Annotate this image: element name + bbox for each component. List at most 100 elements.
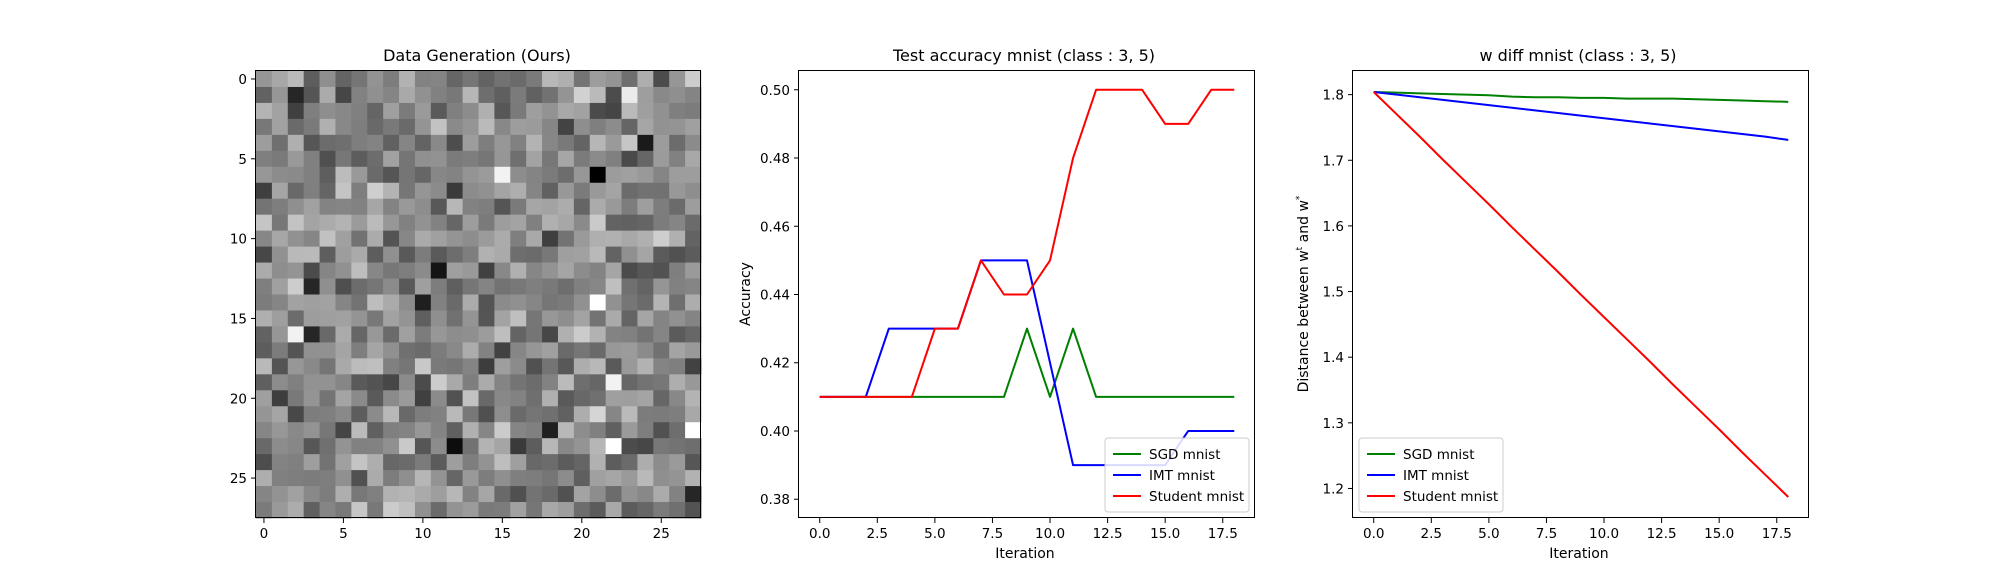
- heatmap-cell: [542, 486, 559, 503]
- heatmap-cell: [669, 342, 686, 359]
- accuracy-series: [819, 88, 1235, 467]
- heatmap-cell: [462, 118, 479, 136]
- heatmap-cell: [637, 71, 654, 88]
- accuracy-legend-box: [1104, 437, 1250, 513]
- heatmap-cell: [669, 502, 686, 519]
- heatmap-cell: [685, 182, 702, 200]
- heatmap-cell: [542, 198, 559, 216]
- heatmap-cell: [510, 134, 527, 152]
- wdiff-legend: SGD mnist IMT mnist Student mnist: [1358, 437, 1504, 513]
- heatmap-cell: [510, 246, 527, 263]
- heatmap-cell: [637, 358, 654, 375]
- heatmap-cell: [637, 230, 654, 247]
- heatmap-cell: [446, 454, 463, 471]
- heatmap-cell: [303, 262, 320, 279]
- heatmap-cell: [589, 71, 607, 88]
- heatmap-cell: [510, 374, 527, 391]
- heatmap-cell: [399, 182, 416, 200]
- heatmap-cell: [653, 486, 670, 503]
- heatmap-cell: [303, 422, 320, 439]
- heatmap-cell: [494, 198, 511, 216]
- heatmap-cell: [669, 422, 686, 439]
- heatmap-cell: [462, 278, 479, 295]
- heatmap-cell: [478, 86, 495, 104]
- heatmap-cell: [399, 358, 416, 375]
- heatmap-cell: [478, 198, 495, 216]
- heatmap-cell: [256, 246, 273, 263]
- heatmap-cell: [573, 358, 591, 375]
- heatmap-ticks: 0 0 5 5 10 10 15 15 20 20 25 25: [230, 72, 670, 542]
- heatmap-cell: [510, 406, 527, 423]
- heatmap-cell: [462, 310, 479, 327]
- heatmap-cell: [557, 214, 575, 232]
- heatmap-cell: [303, 71, 320, 88]
- heatmap-cell: [383, 246, 400, 263]
- heatmap-cell: [557, 294, 575, 311]
- heatmap-cell: [271, 294, 289, 311]
- heatmap-cell: [542, 71, 559, 88]
- heatmap-cell: [256, 502, 273, 519]
- heatmap-cell: [542, 406, 559, 423]
- heatmap-cell: [669, 310, 686, 327]
- wdiff-ylabel-main: Distance between w: [1296, 250, 1312, 392]
- heatmap-cell: [621, 326, 638, 343]
- heatmap-cell: [446, 71, 463, 88]
- heatmap-cell: [303, 118, 320, 136]
- heatmap-cell: [430, 230, 448, 247]
- heatmap-cell: [462, 342, 479, 359]
- accuracy-xtick-label: 2.5: [867, 526, 888, 542]
- heatmap-cell: [430, 422, 448, 439]
- heatmap-cell: [589, 150, 607, 168]
- wdiff-xtick-label: 17.5: [1762, 526, 1792, 542]
- heatmap-cell: [430, 118, 448, 136]
- heatmap-title: Data Generation (Ours): [383, 46, 571, 65]
- heatmap-cell: [494, 310, 511, 327]
- heatmap-cell: [526, 134, 543, 152]
- heatmap-cell: [653, 390, 670, 407]
- heatmap-cell: [573, 182, 591, 200]
- heatmap-cell: [367, 374, 384, 391]
- wdiff-legend-box: [1358, 437, 1504, 513]
- heatmap-cell: [637, 198, 654, 216]
- heatmap-cell: [430, 438, 448, 455]
- heatmap-cell: [526, 86, 543, 104]
- heatmap-cell: [653, 326, 670, 343]
- heatmap-cell: [589, 342, 607, 359]
- heatmap-cell: [303, 310, 320, 327]
- heatmap-cell: [542, 422, 559, 439]
- wdiff-xtick-label: 5.0: [1478, 526, 1499, 542]
- heatmap-cell: [542, 214, 559, 232]
- heatmap-cell: [430, 86, 448, 104]
- heatmap-cell: [526, 262, 543, 279]
- heatmap-cell: [351, 470, 368, 487]
- heatmap-cell: [351, 406, 368, 423]
- heatmap-cell: [526, 470, 543, 487]
- heatmap-cell: [605, 230, 622, 247]
- heatmap-cell: [351, 310, 368, 327]
- heatmap-cell: [494, 86, 511, 104]
- heatmap-cell: [478, 310, 495, 327]
- heatmap-cell: [414, 182, 432, 200]
- heatmap-cell: [526, 422, 543, 439]
- heatmap-cell: [462, 438, 479, 455]
- heatmap-cell: [605, 134, 622, 152]
- heatmap-xtick-label: 0: [260, 526, 269, 542]
- heatmap-cell: [367, 390, 384, 407]
- heatmap-cell: [399, 342, 416, 359]
- heatmap-cell: [256, 182, 273, 200]
- heatmap-cell: [542, 374, 559, 391]
- heatmap-cell: [669, 71, 686, 88]
- wdiff-series-line: [1373, 91, 1789, 498]
- heatmap-cell: [430, 374, 448, 391]
- heatmap-cell: [383, 454, 400, 471]
- heatmap-cell: [557, 198, 575, 216]
- heatmap-cell: [478, 390, 495, 407]
- heatmap-cell: [605, 150, 622, 168]
- heatmap-cell: [399, 310, 416, 327]
- accuracy-series-line: [819, 88, 1235, 398]
- heatmap-cell: [605, 502, 622, 519]
- heatmap-cell: [271, 214, 289, 232]
- heatmap-cell: [335, 390, 352, 407]
- accuracy-ytick-label: 0.50: [760, 83, 790, 99]
